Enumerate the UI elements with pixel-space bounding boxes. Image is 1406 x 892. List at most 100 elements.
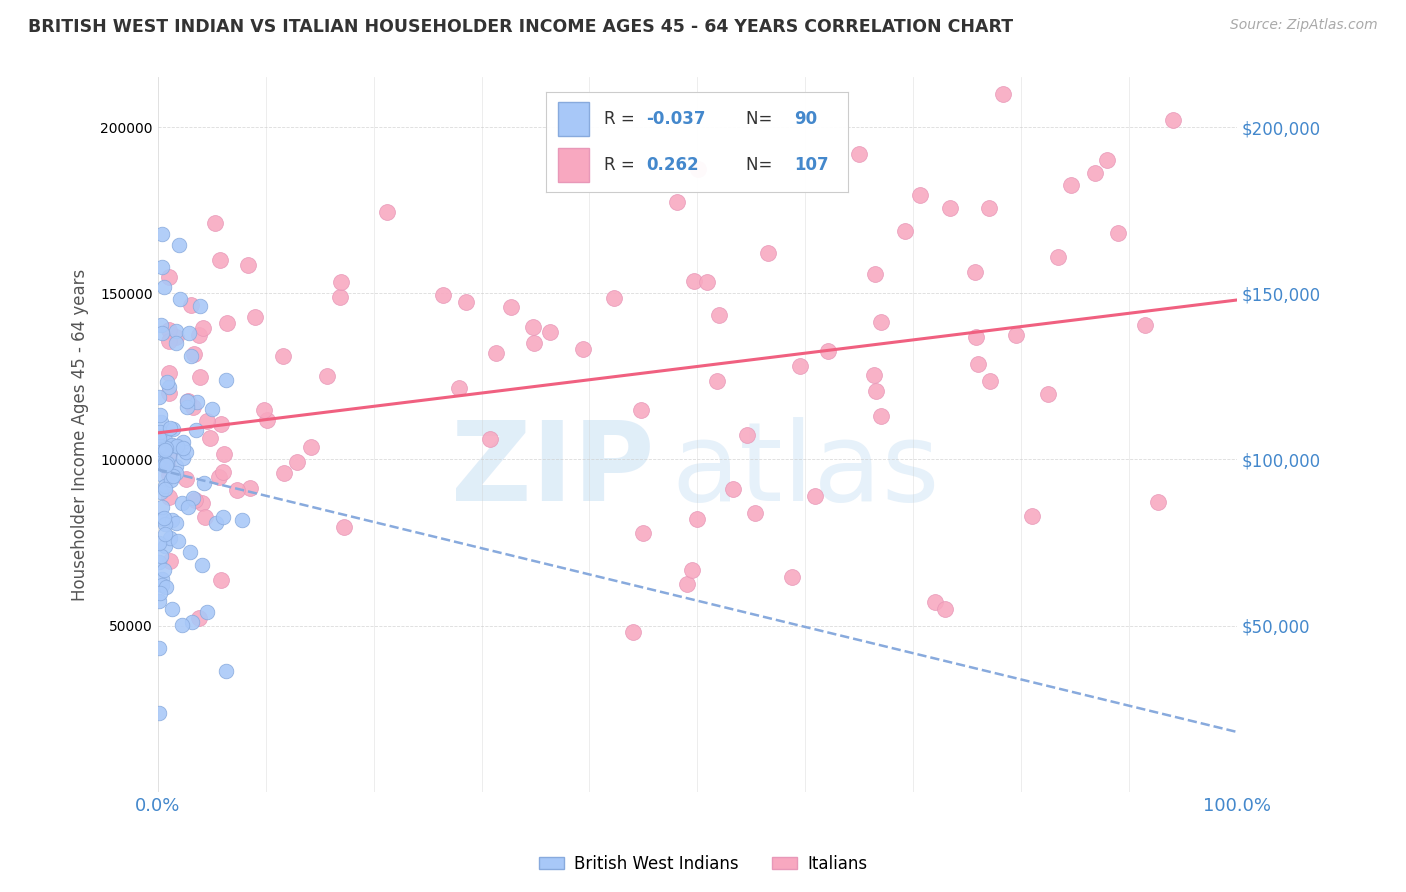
Point bbox=[449, 381, 471, 395]
Point bbox=[253, 403, 276, 417]
Point bbox=[201, 402, 224, 417]
Point bbox=[1133, 318, 1156, 333]
Point bbox=[153, 479, 176, 493]
Point bbox=[150, 326, 173, 340]
Point bbox=[1147, 495, 1170, 509]
Point bbox=[863, 368, 886, 382]
Legend: British West Indians, Italians: British West Indians, Italians bbox=[533, 848, 873, 880]
Point bbox=[150, 227, 173, 241]
Point bbox=[149, 425, 172, 440]
Point bbox=[198, 431, 221, 445]
Point bbox=[238, 258, 260, 272]
Point bbox=[963, 264, 986, 278]
Point bbox=[153, 279, 176, 293]
Point bbox=[865, 384, 887, 398]
Point bbox=[148, 390, 170, 404]
Point bbox=[782, 570, 804, 584]
Point bbox=[271, 349, 294, 363]
Point bbox=[789, 359, 811, 373]
Point bbox=[152, 430, 174, 444]
Point bbox=[149, 409, 172, 423]
Point bbox=[159, 421, 181, 435]
Point bbox=[735, 427, 758, 442]
Point bbox=[215, 664, 238, 678]
Point bbox=[681, 563, 703, 577]
Point bbox=[181, 615, 204, 629]
Point bbox=[165, 324, 187, 338]
Point bbox=[621, 625, 644, 640]
Point bbox=[155, 458, 177, 472]
Point bbox=[1107, 226, 1129, 240]
Point bbox=[333, 519, 356, 533]
Point bbox=[191, 321, 214, 335]
Point bbox=[165, 516, 187, 531]
Point bbox=[160, 602, 183, 616]
Point bbox=[299, 440, 322, 454]
Point bbox=[991, 87, 1014, 101]
Point bbox=[485, 345, 508, 359]
Point bbox=[153, 527, 176, 541]
Point bbox=[148, 535, 170, 549]
Point bbox=[377, 204, 399, 219]
Point bbox=[157, 334, 180, 348]
Point bbox=[165, 336, 187, 351]
Point bbox=[479, 433, 502, 447]
Point bbox=[183, 347, 205, 361]
Point bbox=[188, 299, 211, 313]
Point bbox=[1005, 328, 1028, 343]
Point bbox=[967, 357, 990, 371]
Point bbox=[150, 578, 173, 592]
Point bbox=[194, 509, 217, 524]
Point bbox=[523, 336, 546, 351]
Point bbox=[190, 558, 212, 572]
Point bbox=[165, 458, 187, 473]
Point bbox=[195, 414, 218, 428]
Point bbox=[150, 318, 173, 332]
Point bbox=[1036, 387, 1059, 401]
Point bbox=[149, 549, 172, 563]
Point bbox=[686, 512, 709, 526]
Point bbox=[148, 641, 170, 656]
Point bbox=[180, 298, 202, 312]
Point bbox=[157, 490, 180, 504]
Point bbox=[212, 465, 235, 479]
Point bbox=[148, 442, 170, 456]
Point bbox=[208, 470, 231, 484]
Point bbox=[633, 525, 655, 540]
Point bbox=[183, 492, 205, 507]
Point bbox=[209, 573, 232, 587]
Point bbox=[153, 563, 176, 577]
Point bbox=[159, 531, 181, 545]
Point bbox=[217, 317, 239, 331]
Point bbox=[848, 146, 870, 161]
Point bbox=[157, 270, 180, 285]
Point bbox=[153, 482, 176, 496]
Point bbox=[869, 409, 891, 424]
Point bbox=[432, 287, 454, 301]
Point bbox=[162, 469, 184, 483]
Point bbox=[162, 422, 184, 436]
Point bbox=[149, 439, 172, 453]
Point bbox=[155, 580, 177, 594]
Point bbox=[256, 413, 278, 427]
Point bbox=[204, 216, 226, 230]
Point bbox=[167, 238, 190, 252]
Point bbox=[155, 442, 177, 457]
Point bbox=[157, 462, 180, 476]
Point bbox=[149, 586, 172, 600]
Point bbox=[214, 446, 236, 460]
Point bbox=[176, 393, 198, 408]
Point bbox=[979, 374, 1001, 388]
Point bbox=[908, 187, 931, 202]
Point bbox=[148, 431, 170, 445]
Point bbox=[159, 554, 181, 568]
Point bbox=[148, 555, 170, 569]
Point bbox=[169, 293, 191, 307]
Point bbox=[979, 201, 1001, 215]
Point bbox=[287, 455, 309, 469]
Point bbox=[150, 260, 173, 274]
Point bbox=[179, 545, 201, 559]
Point bbox=[176, 400, 198, 414]
Point bbox=[172, 442, 194, 456]
Point bbox=[165, 467, 187, 481]
